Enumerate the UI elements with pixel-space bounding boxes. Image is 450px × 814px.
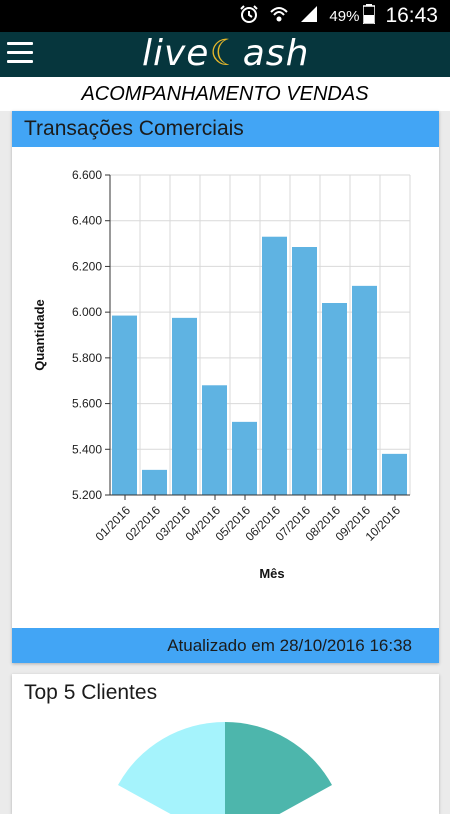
y-tick-label: 5.800 [72, 351, 102, 365]
y-tick-label: 6.400 [72, 214, 102, 228]
chart-bar [352, 285, 377, 495]
alarm-icon [239, 4, 259, 29]
chart-bar [322, 303, 347, 495]
top-clients-pie-chart [118, 721, 332, 814]
chart-bar [112, 315, 137, 495]
top-clients-title: Top 5 Clientes [24, 681, 158, 704]
wifi-icon [269, 4, 289, 29]
page-title: ACOMPANHAMENTO VENDAS [0, 77, 450, 111]
chart-bar [292, 247, 317, 495]
last-updated-text: Atualizado em 28/10/2016 16:38 [167, 636, 412, 655]
chart-bar [142, 469, 167, 495]
transactions-bar-chart: 6.600 6.400 6.200 6.000 5.800 5.600 5.400 5.200… [32, 168, 411, 581]
y-tick-label: 6.200 [72, 259, 102, 273]
chart-bar [262, 236, 287, 495]
signal-icon [299, 4, 319, 29]
battery-percent: 49% [329, 7, 360, 25]
hamburger-menu-icon[interactable] [7, 42, 33, 66]
y-tick-label: 6.600 [72, 168, 102, 182]
y-tick-label: 5.400 [72, 442, 102, 456]
y-axis-title: Quantidade [32, 299, 47, 371]
y-tick-label: 5.600 [72, 397, 102, 411]
y-tick-label: 5.200 [72, 488, 102, 502]
clock: 16:43 [385, 4, 438, 27]
app-bar: live☾ash [0, 32, 450, 77]
transactions-card-title: Transações Comerciais [24, 117, 244, 140]
battery-icon [362, 3, 377, 29]
transactions-card-header: Transações Comerciais [12, 111, 439, 147]
chart-bar [172, 317, 197, 495]
x-axis-title: Mês [259, 566, 284, 581]
app-logo: live☾ash [142, 33, 310, 74]
transactions-card: Transações Comerciais 6.600 6.400 6.200 6.0… [12, 111, 439, 663]
chart-bar [232, 421, 257, 495]
pie-slice-1[interactable] [225, 721, 332, 814]
pie-slice-2[interactable] [118, 721, 225, 814]
top-clients-card: Top 5 Clientes [12, 674, 439, 814]
transactions-card-footer: Atualizado em 28/10/2016 16:38 [12, 628, 439, 663]
chart-bar [202, 385, 227, 495]
chart-bar [382, 453, 407, 495]
status-bar: 49% 16:43 [0, 0, 450, 32]
y-tick-label: 6.000 [72, 305, 102, 319]
